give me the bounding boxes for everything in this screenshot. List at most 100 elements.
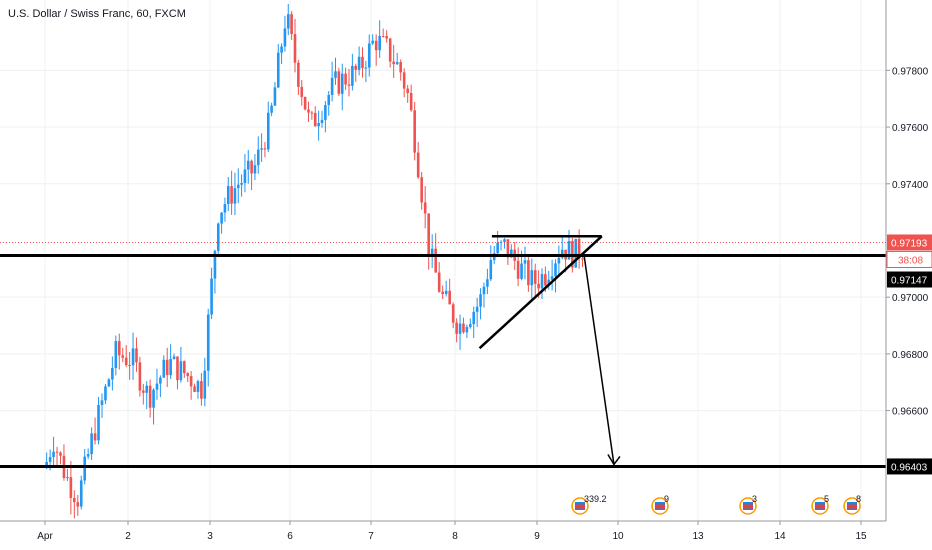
candle-body (159, 377, 162, 384)
event-label: 5 (824, 494, 829, 504)
candle-body (540, 274, 544, 289)
candle-body (554, 263, 557, 277)
candle-body (76, 502, 80, 507)
countdown-label: 38:08 (898, 255, 923, 266)
time-tick-label: 3 (207, 531, 213, 542)
candle-body (172, 356, 176, 359)
candles (45, 3, 584, 519)
candle-body (506, 239, 510, 258)
candle-body (537, 283, 540, 289)
events-row: 339.2 9 3 5 8 (571, 494, 861, 515)
candle-body (367, 43, 371, 68)
candle-body (300, 86, 304, 97)
candle-body (550, 276, 554, 280)
time-tick-label: 6 (287, 531, 293, 542)
event-label: 339.2 (584, 494, 607, 504)
candle-body (388, 38, 392, 62)
time-tick-label: 13 (692, 531, 704, 542)
candle-body (567, 241, 571, 260)
candle-body (276, 52, 280, 88)
candle-body (313, 112, 317, 127)
candle-body (503, 239, 506, 242)
candle-body (138, 362, 142, 391)
candle-body (451, 304, 455, 323)
candle-body (527, 260, 530, 286)
candle-body (45, 461, 48, 468)
candle-body (230, 186, 233, 204)
candle-body (240, 182, 243, 185)
price-tick-label: 0.97400 (892, 180, 929, 191)
candle-body (93, 433, 97, 441)
candle-body (216, 223, 220, 251)
candle-body (374, 40, 378, 51)
candle-body (114, 341, 118, 368)
candle-body (90, 433, 93, 455)
countdown-tag (886, 250, 932, 268)
candle-body (354, 65, 358, 70)
time-tick-label: 8 (452, 531, 458, 542)
price-tick-label: 0.97000 (892, 293, 929, 304)
candle-body (462, 323, 465, 333)
candle-body (210, 278, 213, 315)
candle-body (364, 67, 368, 69)
candle-body (293, 34, 297, 63)
candle-body (530, 270, 534, 286)
candle-body (381, 36, 385, 38)
candle-body (145, 385, 149, 393)
candle-body (189, 376, 193, 387)
current-price-tag (887, 234, 932, 251)
candle-body (475, 306, 479, 312)
candle-body (472, 311, 476, 325)
time-tick-label: Apr (37, 531, 53, 542)
rising-support-line[interactable] (478, 235, 603, 350)
time-tick-label: 14 (774, 531, 786, 542)
candle-body (430, 248, 434, 256)
candle-body (510, 249, 513, 258)
time-tick-label: 2 (125, 531, 131, 542)
candle-body (340, 73, 344, 94)
candle-body (213, 250, 217, 279)
price-tick-label: 0.97800 (892, 66, 929, 77)
price-axis[interactable]: 0.97800 0.97600 0.97400 0.97000 0.96800 0.966… (885, 0, 932, 550)
time-axis[interactable]: Apr 2 3 6 7 8 9 10 13 14 15 (0, 520, 932, 550)
candle-body (243, 169, 247, 183)
candle-body (523, 260, 527, 264)
candle-body (256, 149, 260, 166)
us-flag-icon[interactable]: 8 (843, 494, 861, 515)
candle-body (402, 72, 406, 89)
candle-body (117, 341, 121, 356)
us-flag-icon[interactable]: 339.2 (571, 494, 607, 515)
us-flag-icon[interactable]: 3 (739, 494, 757, 515)
time-tick-label: 15 (855, 531, 867, 542)
candle-body (560, 249, 564, 258)
us-flag-icon[interactable]: 9 (651, 494, 669, 515)
candle-body (226, 186, 230, 205)
candle-body (86, 454, 90, 457)
candle-body (469, 324, 472, 328)
event-label: 3 (752, 494, 757, 504)
candle-body (280, 46, 283, 53)
arrow-head (607, 454, 621, 466)
candle-body (83, 456, 87, 481)
candle-body (297, 62, 300, 87)
level-label-lower: 0.96403 (891, 462, 928, 473)
candle-body (223, 204, 227, 213)
us-flag-icon[interactable]: 5 (811, 494, 829, 515)
candle-body (79, 480, 83, 507)
forecast-arrow[interactable] (583, 254, 615, 465)
candle-body (455, 322, 458, 334)
candle-body (371, 40, 374, 44)
time-axis-bg (0, 521, 932, 550)
candle-body (270, 105, 273, 113)
candle-body (310, 112, 314, 114)
candle-body (59, 452, 62, 456)
candle-body (55, 451, 59, 453)
candle-body (220, 212, 223, 224)
candle-body (203, 370, 207, 399)
candle-body (334, 71, 337, 78)
candle-body (183, 361, 186, 374)
candle-body (253, 165, 257, 174)
candle-body (290, 14, 293, 35)
candle-body (581, 258, 584, 260)
